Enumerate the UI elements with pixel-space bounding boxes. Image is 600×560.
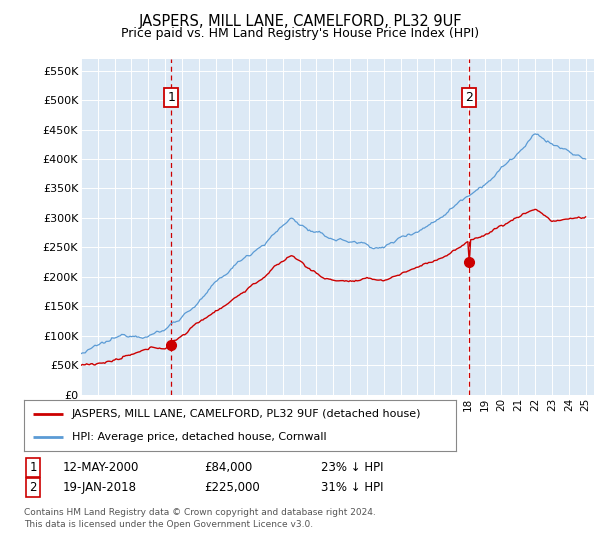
Text: £225,000: £225,000 (204, 480, 260, 494)
Text: JASPERS, MILL LANE, CAMELFORD, PL32 9UF (detached house): JASPERS, MILL LANE, CAMELFORD, PL32 9UF … (71, 409, 421, 419)
Text: 12-MAY-2000: 12-MAY-2000 (63, 461, 139, 474)
Text: 23% ↓ HPI: 23% ↓ HPI (321, 461, 383, 474)
Text: Contains HM Land Registry data © Crown copyright and database right 2024.
This d: Contains HM Land Registry data © Crown c… (24, 508, 376, 529)
Text: JASPERS, MILL LANE, CAMELFORD, PL32 9UF: JASPERS, MILL LANE, CAMELFORD, PL32 9UF (138, 14, 462, 29)
Text: 31% ↓ HPI: 31% ↓ HPI (321, 480, 383, 494)
Text: £84,000: £84,000 (204, 461, 252, 474)
Text: 2: 2 (29, 480, 37, 494)
Text: HPI: Average price, detached house, Cornwall: HPI: Average price, detached house, Corn… (71, 432, 326, 442)
Text: 1: 1 (167, 91, 175, 104)
Text: Price paid vs. HM Land Registry's House Price Index (HPI): Price paid vs. HM Land Registry's House … (121, 27, 479, 40)
Text: 2: 2 (465, 91, 473, 104)
Text: 19-JAN-2018: 19-JAN-2018 (63, 480, 137, 494)
Text: 1: 1 (29, 461, 37, 474)
